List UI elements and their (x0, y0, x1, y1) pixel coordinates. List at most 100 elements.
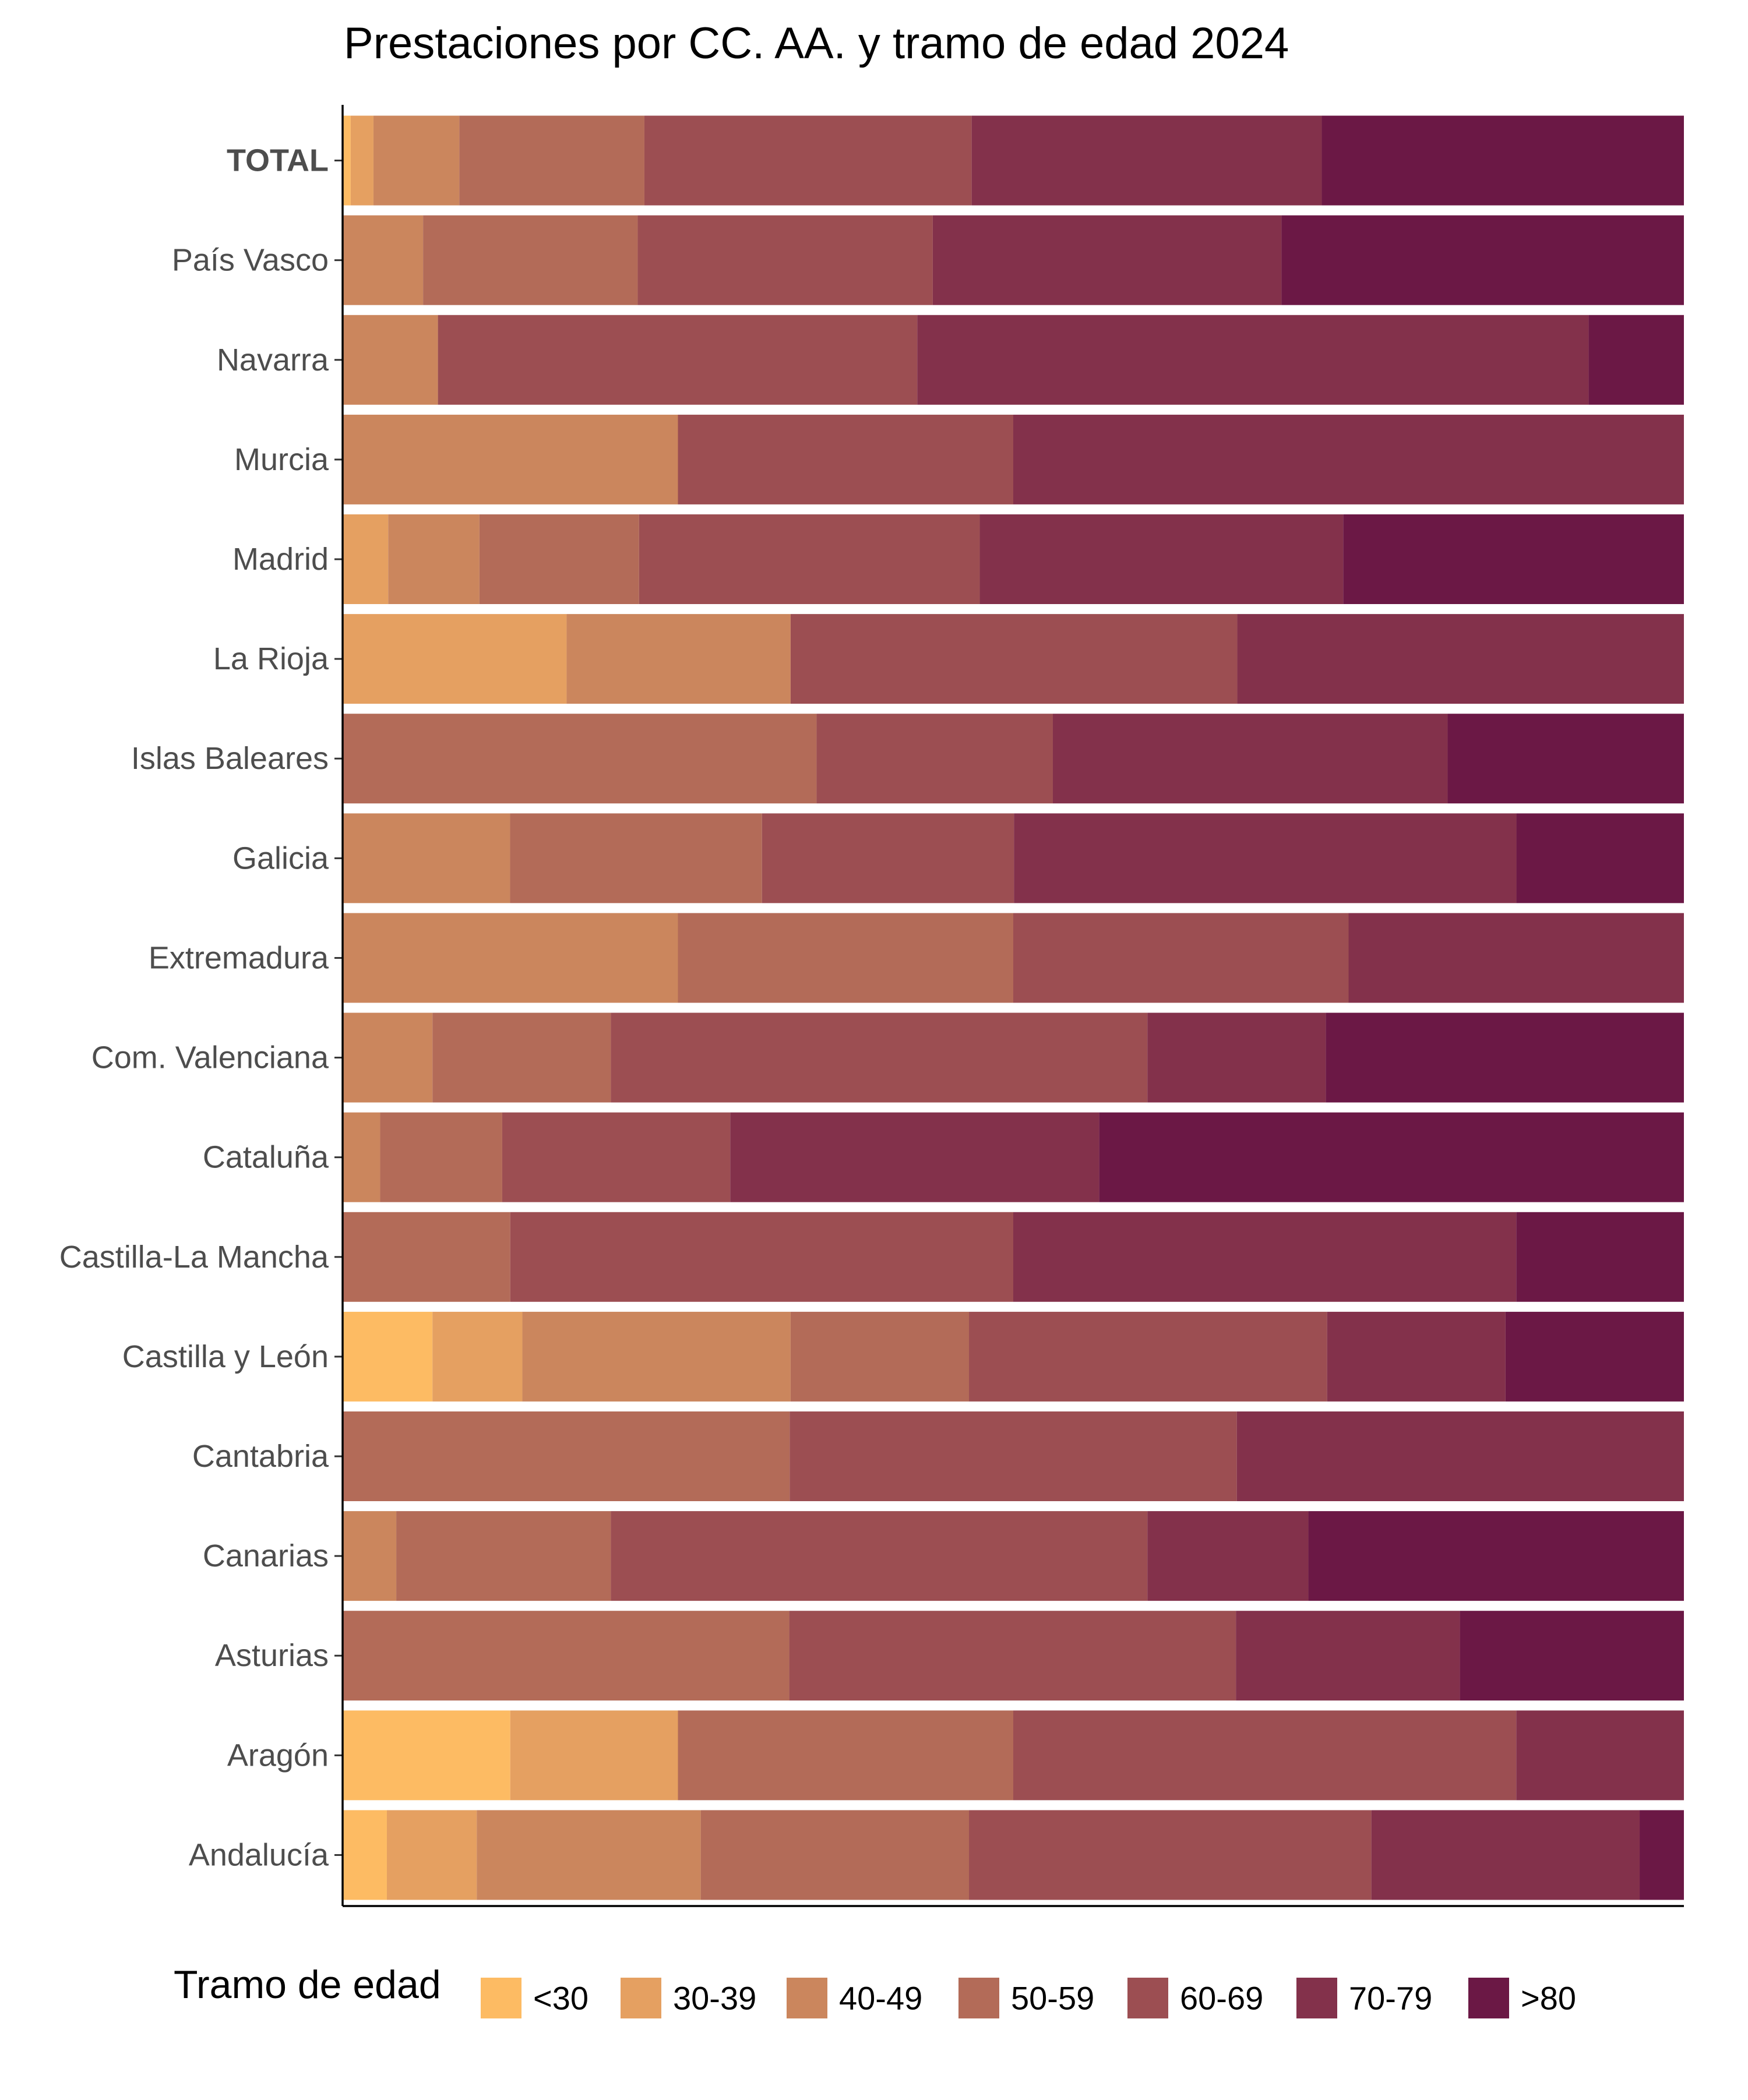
bar-segment (1013, 1212, 1517, 1302)
bar-segment (343, 813, 510, 903)
bar-segment (1343, 514, 1684, 604)
bar-segment (611, 1012, 1148, 1103)
bar-segment (566, 614, 791, 704)
y-tick-label: Navarra (217, 343, 329, 377)
bar-segment (789, 1611, 1236, 1701)
bar-segment (1147, 1511, 1309, 1601)
bar-segment (611, 1511, 1148, 1601)
axis-layer: TOTAL País Vasco Navarra Murcia Madrid La Rio… (59, 105, 1684, 1907)
legend-key (1296, 1978, 1337, 2018)
y-tick-label: Murcia (234, 442, 329, 477)
legend-label: 40-49 (839, 1980, 922, 2017)
bar-segment (343, 514, 389, 604)
bar-segment (1014, 813, 1517, 903)
bar-segment (1052, 714, 1448, 804)
bar-segment (477, 1810, 701, 1900)
legend-key (621, 1978, 661, 2018)
y-tick-label: Cantabria (192, 1439, 329, 1474)
bar-segment (762, 813, 1014, 903)
bar-segment (343, 1212, 510, 1302)
bar-segment (1327, 1311, 1506, 1402)
bar-segment (423, 215, 638, 305)
bar-segment (678, 913, 1013, 1003)
legend-title: Tramo de edad (174, 1963, 441, 2007)
bar-segment (1308, 1511, 1684, 1601)
bar-segment (790, 614, 1238, 704)
y-tick-label: TOTAL (227, 143, 329, 178)
bar-segment (1099, 1112, 1684, 1202)
bar-segment (510, 813, 762, 903)
bar-segment (971, 115, 1322, 206)
bar-segment (373, 115, 460, 206)
bar-segment (343, 614, 567, 704)
y-tick-label: Canarias (203, 1538, 329, 1573)
bar-segment (790, 1411, 1237, 1501)
y-tick-label: Madrid (232, 542, 329, 577)
legend: Tramo de edad <30 30-39 40-49 50-59 60-69 70-… (174, 1963, 1576, 2018)
y-tick-label: Aragón (227, 1738, 329, 1773)
bar-segment (1516, 813, 1684, 903)
y-tick-label: La Rioja (213, 641, 329, 676)
bar-segment (343, 913, 678, 1003)
bar-segment (388, 514, 480, 604)
bar-segment (1588, 315, 1684, 405)
bar-segment (343, 1511, 397, 1601)
bar-segment (343, 1112, 380, 1202)
bar-segment (932, 215, 1282, 305)
bar-segment (1505, 1311, 1684, 1402)
bar-segment (1460, 1611, 1684, 1701)
bar-segment (396, 1511, 611, 1601)
legend-key (481, 1978, 521, 2018)
bar-segment (1326, 1012, 1684, 1103)
bar-segment (502, 1112, 731, 1202)
bar-segment (343, 115, 351, 206)
legend-label: 60-69 (1180, 1980, 1263, 2017)
bar-segment (510, 1212, 1013, 1302)
bar-segment (1371, 1810, 1640, 1900)
legend-key (787, 1978, 827, 2018)
bar-segment (969, 1810, 1372, 1900)
bar-segment (343, 1710, 510, 1801)
bar-segment (343, 1012, 433, 1103)
legend-key (1127, 1978, 1168, 2018)
y-tick-label: Extremadura (149, 940, 329, 975)
bar-segment (644, 115, 972, 206)
legend-label: >80 (1521, 1980, 1576, 2017)
bar-segment (790, 1311, 970, 1402)
bar-segment (343, 215, 424, 305)
bar-segment (432, 1012, 611, 1103)
bar-segment (969, 1311, 1327, 1402)
bar-segment (1013, 1710, 1517, 1801)
bars-layer (343, 115, 1684, 1900)
bar-segment (979, 514, 1344, 604)
bar-segment (1236, 1411, 1684, 1501)
bar-segment (343, 1311, 433, 1402)
bar-segment (1013, 913, 1349, 1003)
y-tick-label: Castilla-La Mancha (59, 1240, 329, 1275)
bar-segment (343, 1810, 387, 1900)
bar-segment (816, 714, 1053, 804)
y-tick-label: Castilla y León (122, 1339, 329, 1374)
bar-segment (386, 1810, 477, 1900)
bar-segment (678, 414, 1013, 504)
bar-segment (343, 1611, 790, 1701)
bar-segment (459, 115, 644, 206)
bar-segment (1348, 913, 1684, 1003)
bar-segment (730, 1112, 1099, 1202)
y-tick-label: Andalucía (189, 1837, 329, 1872)
bar-segment (639, 514, 980, 604)
bar-segment (343, 1411, 790, 1501)
y-tick-label: Com. Valenciana (91, 1040, 329, 1075)
y-tick-label: País Vasco (172, 243, 329, 278)
bar-segment (1237, 614, 1684, 704)
bar-segment (700, 1810, 970, 1900)
bar-segment (1281, 215, 1684, 305)
bar-segment (343, 414, 678, 504)
bar-segment (343, 315, 438, 405)
y-tick-label: Islas Baleares (131, 741, 329, 776)
bar-segment (380, 1112, 502, 1202)
bar-segment (343, 714, 817, 804)
y-tick-label: Galicia (232, 841, 329, 876)
bar-segment (522, 1311, 791, 1402)
bar-segment (1236, 1611, 1460, 1701)
